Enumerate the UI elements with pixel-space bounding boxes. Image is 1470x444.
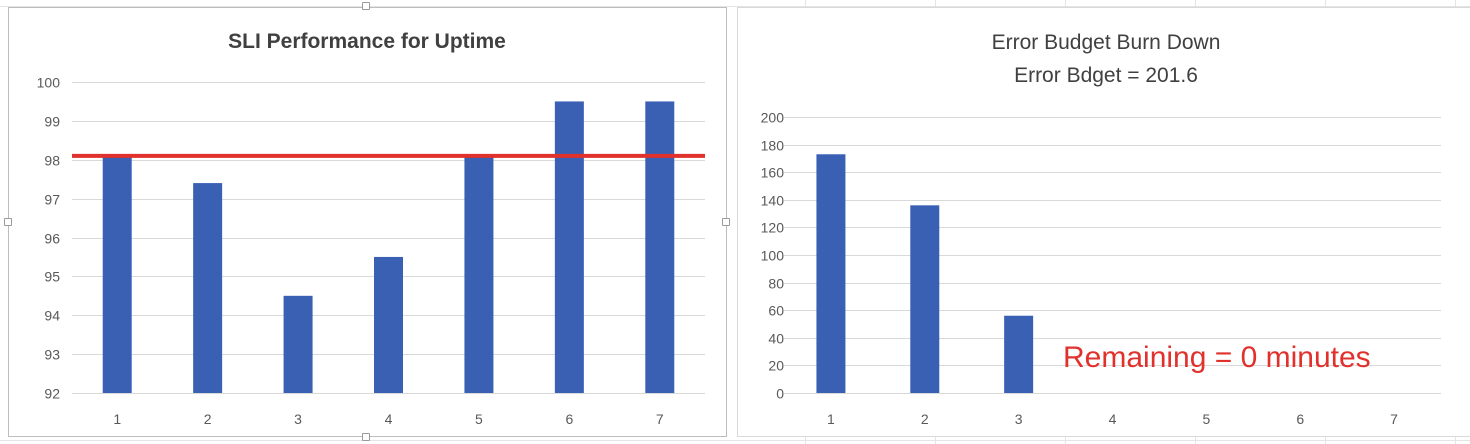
bar [554, 101, 584, 393]
y-tick-label: 200 [761, 110, 785, 126]
x-axis-labels: 1 2 3 4 5 6 7 [113, 411, 664, 427]
x-tick-label: 2 [204, 411, 212, 427]
resize-handle-left[interactable] [4, 218, 12, 226]
x-tick-label: 3 [294, 411, 302, 427]
y-tick-label: 97 [44, 192, 60, 208]
y-tick-label: 80 [768, 276, 784, 292]
bar [1004, 315, 1034, 393]
y-tick-label: 60 [768, 303, 784, 319]
resize-handle-top[interactable] [362, 2, 370, 10]
bars [102, 101, 675, 393]
bar [193, 183, 223, 393]
y-tick-label: 100 [37, 75, 61, 91]
gridlines [784, 117, 1441, 394]
y-tick-label: 140 [761, 193, 785, 209]
bar [645, 101, 675, 393]
x-tick-label: 3 [1015, 411, 1023, 427]
x-axis-labels: 1 2 3 4 5 6 7 [827, 411, 1398, 427]
y-tick-label: 0 [776, 386, 784, 402]
bar [374, 256, 403, 393]
y-axis-labels: 92 93 94 95 96 97 98 99 100 [37, 75, 61, 402]
x-tick-label: 7 [1390, 411, 1398, 427]
chart-title: Error Budget Burn Down [992, 31, 1221, 54]
y-tick-label: 180 [761, 138, 785, 154]
bar [102, 155, 132, 393]
y-tick-label: 99 [44, 114, 60, 130]
x-tick-label: 5 [475, 411, 483, 427]
y-tick-label: 40 [768, 331, 784, 347]
x-tick-label: 1 [827, 411, 835, 427]
chart-title: SLI Performance for Uptime [228, 30, 506, 53]
y-tick-label: 100 [761, 248, 785, 264]
sli-performance-chart[interactable]: SLI Performance for Uptime 92 93 94 95 96 97 9… [8, 7, 727, 437]
y-tick-label: 98 [44, 153, 60, 169]
bar [816, 154, 846, 393]
error-budget-svg: Error Budget Burn Down Error Bdget = 201… [761, 31, 1441, 427]
sli-performance-svg: SLI Performance for Uptime 9293949596979… [37, 30, 705, 427]
y-tick-label: 120 [761, 220, 785, 236]
resize-handle-bottom[interactable] [362, 433, 370, 441]
x-tick-label: 7 [656, 411, 664, 427]
chart-subtitle: Error Bdget = 201.6 [1014, 64, 1198, 87]
x-tick-label: 1 [113, 411, 121, 427]
x-tick-label: 5 [1202, 411, 1210, 427]
bar [283, 295, 313, 393]
error-budget-chart[interactable]: Error Budget Burn Down Error Bdget = 201… [737, 7, 1470, 437]
x-tick-label: 6 [1296, 411, 1304, 427]
x-tick-label: 4 [385, 411, 393, 427]
y-tick-label: 94 [44, 308, 60, 324]
y-tick-label: 96 [44, 231, 60, 247]
resize-handle-right[interactable] [722, 218, 730, 226]
y-tick-label: 95 [44, 269, 60, 285]
y-axis-labels: 0 20 40 60 80 100 120 140 160 180 200 [761, 110, 785, 402]
x-tick-label: 2 [921, 411, 929, 427]
y-tick-label: 160 [761, 165, 785, 181]
bar [910, 205, 940, 393]
x-tick-label: 6 [565, 411, 573, 427]
x-tick-label: 4 [1109, 411, 1117, 427]
remaining-annotation: Remaining = 0 minutes [1063, 341, 1371, 374]
y-tick-label: 20 [768, 358, 784, 374]
y-tick-label: 93 [44, 347, 60, 363]
y-tick-label: 92 [44, 386, 60, 402]
bar [464, 155, 494, 393]
bars [816, 154, 1034, 393]
